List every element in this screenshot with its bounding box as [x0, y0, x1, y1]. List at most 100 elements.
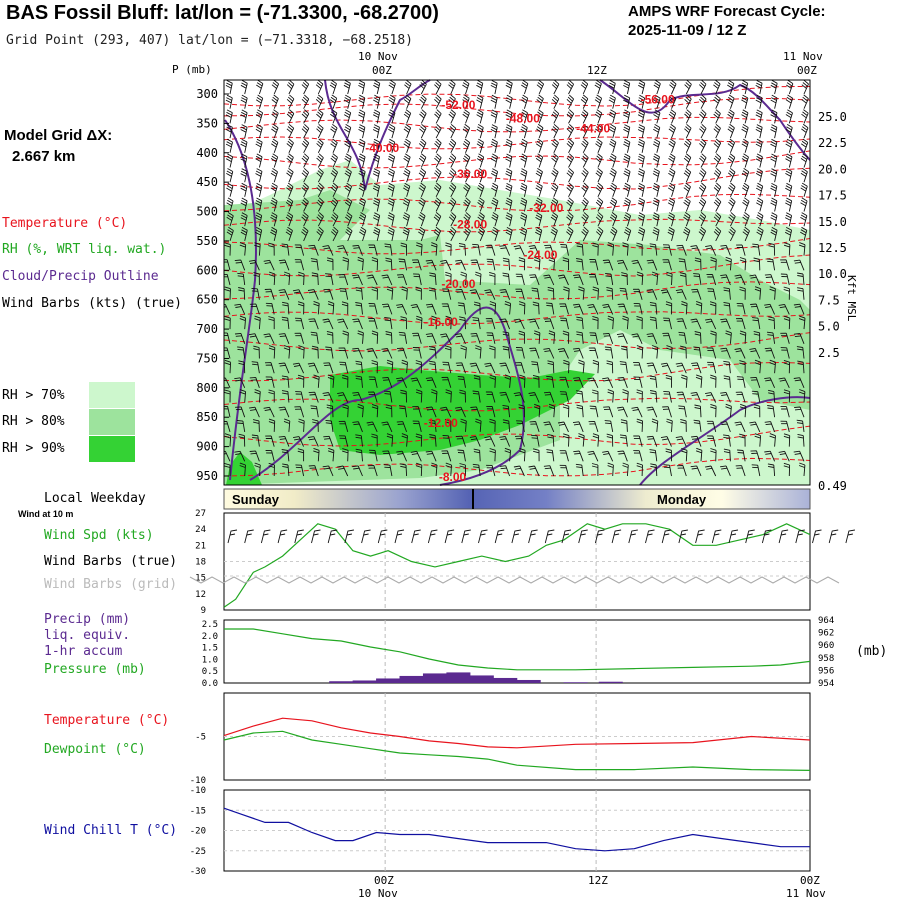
wind-barb	[681, 300, 688, 315]
wind-barb	[301, 138, 310, 154]
wind-barb	[778, 450, 790, 462]
wind-barb	[301, 80, 310, 95]
wind-barb	[339, 361, 349, 374]
wind-barb	[430, 242, 438, 256]
wind-barb	[282, 301, 290, 315]
wind-barb	[418, 212, 426, 227]
wind-barb	[337, 465, 349, 477]
wind-barb	[683, 226, 691, 242]
wind-barb	[502, 257, 511, 271]
wind-barb	[502, 272, 511, 286]
wind-barb	[352, 274, 363, 286]
wind-speed-tick-label: 24	[195, 525, 206, 535]
wind-barb	[551, 94, 560, 109]
precip-bar	[469, 675, 494, 683]
wind-barb	[609, 153, 617, 168]
top-tick-2-line2: 12Z	[587, 64, 607, 77]
temperature-contour-label: -28.00	[453, 217, 487, 231]
wind-barb	[606, 360, 614, 374]
wind-barb	[371, 257, 379, 271]
wind-barb	[315, 94, 324, 109]
wind-barb	[588, 347, 599, 359]
wind-barb	[767, 405, 776, 418]
temperature-contour	[224, 361, 810, 382]
wind-barb	[617, 303, 628, 315]
wind-barb	[785, 153, 793, 168]
wind-barb	[734, 421, 746, 433]
wind-barb	[649, 316, 658, 330]
wind-barb	[710, 448, 717, 462]
wind-barb	[698, 182, 707, 198]
wind-barb	[225, 138, 233, 153]
wind-barb-true	[478, 529, 488, 544]
label-dewpoint: Dewpoint (°C)	[44, 742, 146, 757]
wind-barb	[663, 317, 672, 330]
wind-barb	[326, 404, 334, 418]
legend-wind: Wind Barbs (kts) (true)	[2, 296, 183, 311]
wind-barb	[283, 345, 291, 359]
wind-barb	[679, 272, 687, 286]
wind-barb	[298, 418, 305, 432]
wind-barb	[793, 259, 805, 271]
wind-barb	[551, 123, 560, 139]
label-wind-chill: Wind Chill T (°C)	[44, 823, 178, 838]
top-tick-1-line2: 00Z	[372, 64, 392, 77]
height-tick-label: 7.5	[818, 293, 840, 307]
wind-barb-true	[260, 529, 271, 544]
wind-barb-true	[561, 529, 572, 544]
wind-barb	[463, 167, 471, 183]
precip-bar	[376, 678, 401, 683]
wind-barb	[592, 315, 599, 330]
wind-barb	[368, 244, 378, 256]
wind-barb	[683, 138, 692, 153]
wind-barb	[327, 374, 335, 388]
wind-barb	[766, 258, 776, 271]
wind-barb	[768, 316, 776, 330]
wind-barb	[532, 448, 540, 462]
wind-barb	[551, 109, 560, 124]
wind-barb	[684, 80, 692, 95]
model-grid-label: Model Grid ΔX:	[4, 127, 113, 144]
wind-barb	[352, 244, 363, 256]
wind-barb	[455, 259, 466, 271]
rh70-swatch	[89, 382, 135, 408]
wind-barb	[621, 345, 628, 359]
wind-barb	[683, 167, 692, 183]
wind-barb	[382, 450, 393, 462]
wind-barb	[313, 447, 320, 462]
wind-barb	[325, 346, 334, 359]
wind-barb	[265, 450, 275, 462]
wind-barb-true	[728, 529, 739, 544]
wind-barb	[298, 271, 305, 286]
wind-barb	[676, 318, 687, 330]
wind-barb	[263, 259, 275, 271]
precip-bar	[598, 681, 623, 683]
wind-barb	[591, 463, 599, 476]
wind-barb	[301, 94, 310, 109]
wind-barb	[531, 361, 540, 374]
wind-barb	[752, 317, 761, 330]
wind-barb	[490, 94, 498, 109]
wind-barb	[796, 346, 805, 359]
wind-barb	[255, 124, 263, 139]
wind-barb	[271, 80, 280, 95]
wind-barb	[794, 406, 805, 418]
wind-barb	[735, 391, 746, 403]
temperature-contour-label: -32.00	[529, 201, 563, 215]
wind-barb	[720, 274, 731, 286]
wind-barb	[780, 332, 790, 344]
wind-barb	[693, 419, 702, 432]
wind-barb	[727, 94, 735, 109]
wind-barb	[282, 463, 290, 477]
wind-barb	[520, 94, 529, 109]
wind-barb	[705, 392, 717, 403]
wind-barb	[793, 450, 805, 462]
precip-bar	[352, 680, 377, 683]
wind-barb	[342, 403, 349, 418]
wind-barb	[462, 123, 471, 139]
wind-barb	[578, 433, 585, 447]
wind-barb	[785, 94, 794, 109]
wind-barb	[690, 318, 702, 330]
wind-speed-line	[223, 523, 811, 608]
wind-barb	[412, 347, 422, 359]
